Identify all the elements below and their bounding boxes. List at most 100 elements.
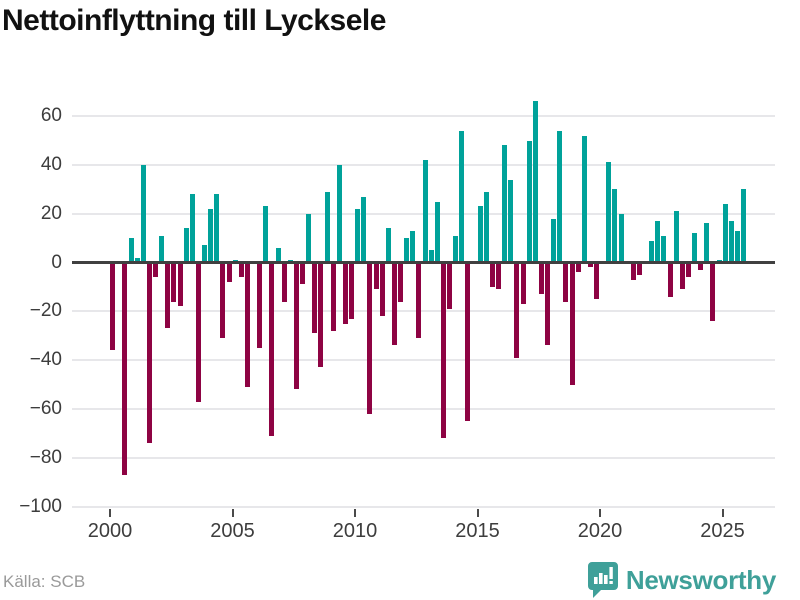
y-axis-label: −60 <box>29 397 62 419</box>
bar-2001-Q4 <box>153 262 159 278</box>
bar-2000-Q4 <box>128 238 134 263</box>
bar-2017-Q2 <box>532 101 538 263</box>
bar-2012-Q4 <box>422 160 428 263</box>
bar-2010-Q4 <box>373 262 379 290</box>
bar-2009-Q2 <box>336 164 342 263</box>
bar-2017-Q4 <box>545 262 551 346</box>
x-axis-label: 2005 <box>210 519 255 542</box>
newsworthy-icon <box>587 562 618 598</box>
bar-2006-Q4 <box>275 247 281 263</box>
bar-2012-Q1 <box>404 238 410 263</box>
x-axis-label: 2020 <box>577 519 623 542</box>
bar-2003-Q2 <box>189 194 195 263</box>
x-axis-tick <box>599 508 601 517</box>
bar-2023-Q3 <box>685 262 691 278</box>
bar-2019-Q3 <box>587 262 593 268</box>
bar-2011-Q3 <box>391 262 397 346</box>
bar-2020-Q3 <box>612 189 618 263</box>
y-axis-label: −80 <box>29 446 62 468</box>
gridline <box>72 456 775 459</box>
bar-2000-Q1 <box>110 262 116 351</box>
bar-2009-Q4 <box>349 262 355 319</box>
bar-2013-Q4 <box>447 262 453 309</box>
bar-2021-Q3 <box>636 262 642 275</box>
x-axis-tick <box>476 508 479 517</box>
bar-2015-Q4 <box>496 262 502 290</box>
bar-2014-Q3 <box>465 262 471 422</box>
bar-2016-Q1 <box>502 145 508 263</box>
bar-2011-Q4 <box>398 262 404 302</box>
gridline <box>72 407 775 410</box>
bar-2016-Q3 <box>514 262 520 358</box>
bar-2004-Q3 <box>220 262 226 339</box>
bar-2018-Q4 <box>569 262 575 385</box>
bar-2004-Q4 <box>226 262 232 283</box>
y-axis-label: 60 <box>40 105 62 127</box>
bar-2025-Q4 <box>741 189 747 263</box>
bar-2003-Q1 <box>183 228 189 263</box>
y-axis-label: −100 <box>19 495 62 517</box>
bar-2012-Q3 <box>416 262 422 339</box>
bar-2017-Q1 <box>526 140 532 263</box>
bar-2003-Q3 <box>195 262 201 402</box>
bar-2016-Q4 <box>520 262 526 304</box>
gridline <box>72 115 775 118</box>
bar-2023-Q2 <box>679 262 685 290</box>
bar-2020-Q2 <box>606 162 612 263</box>
bar-2008-Q4 <box>324 191 330 263</box>
bar-2018-Q2 <box>557 130 563 263</box>
y-axis-label: −40 <box>29 349 62 371</box>
x-axis-tick <box>354 508 356 517</box>
bar-2009-Q3 <box>342 262 348 324</box>
bar-2005-Q3 <box>244 262 250 387</box>
bar-2004-Q1 <box>208 208 214 263</box>
gridline <box>72 359 775 362</box>
gridline <box>72 310 775 313</box>
bar-2021-Q2 <box>630 262 636 280</box>
bar-2006-Q2 <box>263 206 269 263</box>
newsworthy-wordmark: Newsworthy <box>625 564 776 595</box>
y-axis-label: 40 <box>40 153 62 175</box>
bar-2009-Q1 <box>330 262 336 331</box>
gridline <box>72 505 775 508</box>
bar-2022-Q3 <box>661 235 667 263</box>
bar-2019-Q1 <box>575 262 581 273</box>
y-axis-label: 20 <box>40 202 62 224</box>
x-axis-label: 2010 <box>332 519 378 542</box>
source-caption: Källa: SCB <box>3 572 86 591</box>
bar-2002-Q1 <box>159 235 165 263</box>
bar-2011-Q2 <box>385 228 391 263</box>
bar-2022-Q2 <box>655 221 661 263</box>
newsworthy-logo[interactable]: Newsworthy <box>587 560 776 600</box>
bar-2008-Q3 <box>318 262 324 368</box>
bar-2013-Q2 <box>434 201 440 263</box>
bar-2014-Q2 <box>459 130 465 263</box>
bar-2022-Q4 <box>667 262 673 297</box>
bar-2006-Q1 <box>257 262 263 348</box>
bar-2025-Q3 <box>734 230 740 263</box>
bar-2024-Q3 <box>710 262 716 322</box>
bar-2011-Q1 <box>379 262 385 317</box>
bar-2024-Q2 <box>704 223 710 263</box>
bar-2016-Q2 <box>508 179 514 263</box>
bar-2019-Q2 <box>581 135 587 263</box>
bar-2018-Q3 <box>563 262 569 302</box>
bar-2001-Q3 <box>146 262 152 444</box>
bar-2025-Q2 <box>728 221 734 263</box>
bar-2013-Q3 <box>440 262 446 439</box>
bar-2015-Q1 <box>477 206 483 263</box>
zero-line <box>72 261 775 264</box>
bar-2007-Q1 <box>281 262 287 302</box>
bar-2012-Q2 <box>410 230 416 263</box>
y-axis-label: −20 <box>29 300 62 322</box>
bar-2000-Q3 <box>122 262 128 475</box>
x-axis-label: 2000 <box>87 519 133 542</box>
bar-2013-Q1 <box>428 250 434 263</box>
bar-2008-Q1 <box>306 213 312 263</box>
bar-2014-Q1 <box>453 235 459 263</box>
x-axis-tick <box>231 508 234 517</box>
bar-2010-Q3 <box>367 262 373 414</box>
bar-2007-Q4 <box>300 262 306 285</box>
